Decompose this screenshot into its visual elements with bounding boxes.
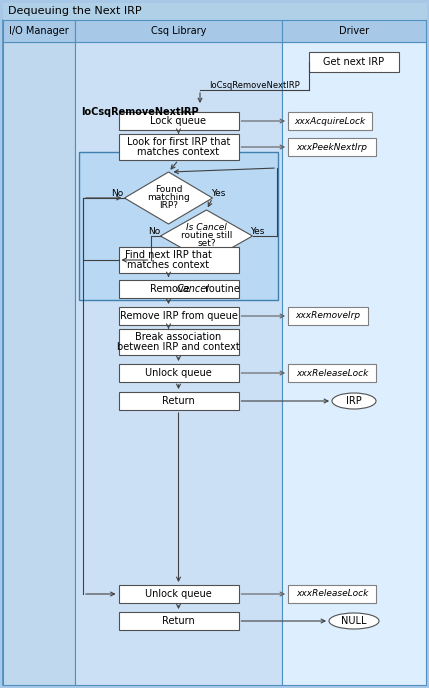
Text: IRP?: IRP? [159, 200, 178, 210]
Text: Csq Library: Csq Library [151, 26, 206, 36]
Text: set?: set? [197, 239, 216, 248]
FancyBboxPatch shape [118, 585, 239, 603]
FancyBboxPatch shape [3, 20, 75, 42]
FancyBboxPatch shape [75, 20, 282, 42]
Text: matches context: matches context [137, 147, 220, 157]
FancyBboxPatch shape [288, 112, 372, 130]
Text: No: No [112, 189, 124, 199]
Text: routine: routine [202, 284, 240, 294]
Text: Remove: Remove [151, 284, 193, 294]
Text: Found: Found [155, 186, 182, 195]
Text: IoCsqRemoveNextIRP: IoCsqRemoveNextIRP [210, 81, 300, 91]
Text: matches context: matches context [127, 260, 209, 270]
FancyBboxPatch shape [288, 307, 368, 325]
Text: Unlock queue: Unlock queue [145, 368, 212, 378]
FancyBboxPatch shape [118, 329, 239, 355]
FancyBboxPatch shape [118, 364, 239, 382]
FancyBboxPatch shape [282, 20, 426, 42]
Text: Look for first IRP that: Look for first IRP that [127, 137, 230, 147]
Text: Driver: Driver [339, 26, 369, 36]
Text: Break association: Break association [136, 332, 222, 342]
Text: xxxAcquireLock: xxxAcquireLock [294, 116, 366, 125]
Text: I/O Manager: I/O Manager [9, 26, 69, 36]
Text: No: No [148, 228, 160, 237]
FancyBboxPatch shape [3, 20, 426, 685]
FancyBboxPatch shape [79, 152, 278, 300]
Text: Get next IRP: Get next IRP [323, 57, 384, 67]
FancyBboxPatch shape [118, 247, 239, 273]
Polygon shape [124, 172, 212, 224]
Text: IoCsqRemoveNextIRP: IoCsqRemoveNextIRP [81, 107, 199, 117]
FancyBboxPatch shape [3, 3, 426, 20]
FancyBboxPatch shape [118, 392, 239, 410]
Text: xxxReleaseLock: xxxReleaseLock [296, 590, 368, 599]
Text: xxxPeekNextIrp: xxxPeekNextIrp [296, 142, 368, 151]
Text: between IRP and context: between IRP and context [117, 342, 240, 352]
Polygon shape [160, 210, 253, 262]
FancyBboxPatch shape [3, 42, 75, 685]
Ellipse shape [332, 393, 376, 409]
FancyBboxPatch shape [288, 585, 376, 603]
FancyBboxPatch shape [118, 112, 239, 130]
Text: matching: matching [147, 193, 190, 202]
Text: Find next IRP that: Find next IRP that [125, 250, 212, 260]
Text: Return: Return [162, 616, 195, 626]
Text: Remove IRP from queue: Remove IRP from queue [120, 311, 237, 321]
Text: Unlock queue: Unlock queue [145, 589, 212, 599]
FancyBboxPatch shape [75, 42, 282, 685]
Text: Dequeuing the Next IRP: Dequeuing the Next IRP [8, 6, 142, 17]
FancyBboxPatch shape [118, 612, 239, 630]
FancyBboxPatch shape [288, 138, 376, 156]
Text: IRP: IRP [346, 396, 362, 406]
FancyBboxPatch shape [118, 280, 239, 298]
FancyBboxPatch shape [309, 52, 399, 72]
Text: Lock queue: Lock queue [151, 116, 206, 126]
Ellipse shape [329, 613, 379, 629]
Text: Cancel: Cancel [176, 284, 209, 294]
FancyBboxPatch shape [288, 364, 376, 382]
Text: NULL: NULL [341, 616, 367, 626]
Text: routine still: routine still [181, 230, 232, 239]
Text: xxxRemoveIrp: xxxRemoveIrp [296, 312, 360, 321]
Text: Return: Return [162, 396, 195, 406]
Text: xxxReleaseLock: xxxReleaseLock [296, 369, 368, 378]
Text: Yes: Yes [211, 189, 226, 199]
Text: Yes: Yes [250, 228, 265, 237]
FancyBboxPatch shape [282, 42, 426, 685]
FancyBboxPatch shape [118, 134, 239, 160]
Text: Is Cancel: Is Cancel [186, 222, 227, 231]
FancyBboxPatch shape [118, 307, 239, 325]
